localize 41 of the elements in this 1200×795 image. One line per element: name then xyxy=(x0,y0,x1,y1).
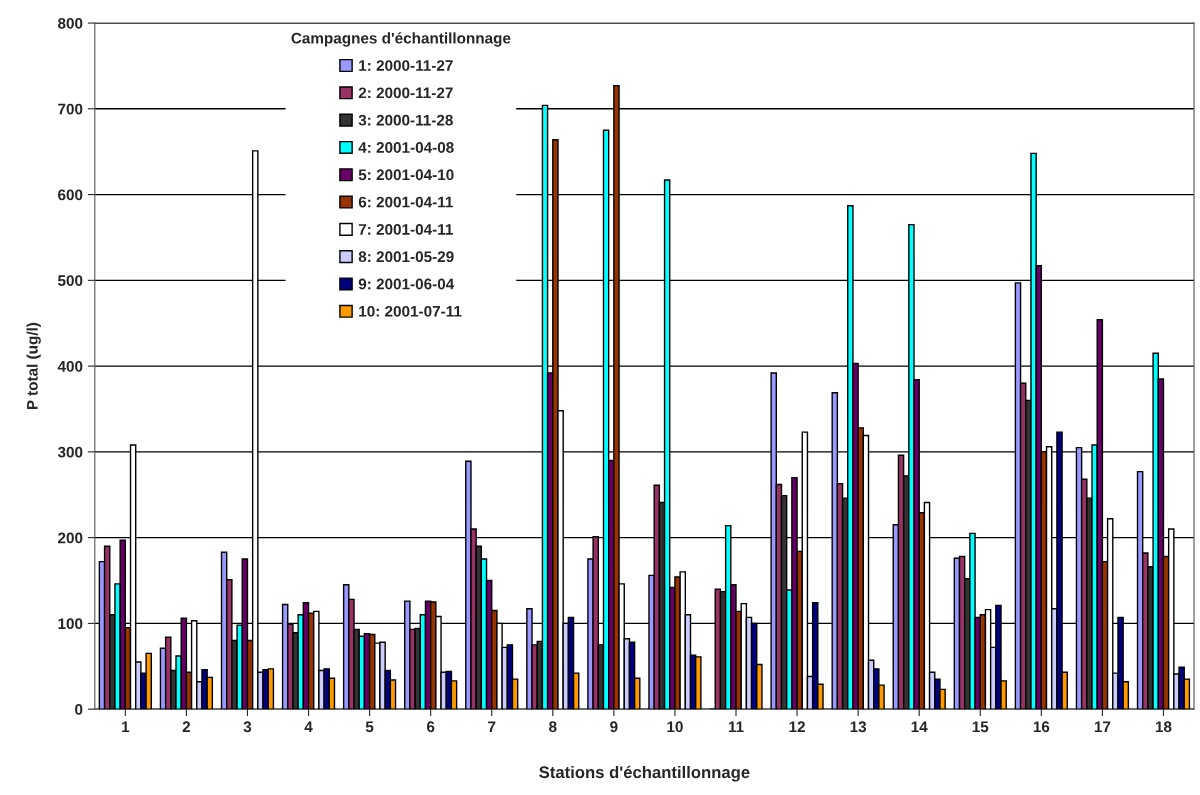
x-tick-label: 4 xyxy=(304,721,313,733)
y-tick-label: 400 xyxy=(57,360,83,372)
y-tick-label: 200 xyxy=(58,532,83,544)
y-tick-label: 700 xyxy=(58,103,83,115)
x-tick-label: 5 xyxy=(365,721,374,733)
y-tick-label: 800 xyxy=(57,17,83,29)
x-tick-label: 14 xyxy=(911,721,928,733)
x-tick-label: 10 xyxy=(667,721,683,733)
legend-label: 5: 2001-04-10 xyxy=(358,169,454,181)
x-tick-label: 6 xyxy=(426,721,435,733)
x-tick-label: 16 xyxy=(1033,721,1050,733)
x-tick-label: 3 xyxy=(243,721,252,733)
legend-label: 7: 2001-04-11 xyxy=(358,223,453,235)
x-tick-label: 17 xyxy=(1094,721,1111,733)
x-tick-label: 12 xyxy=(789,721,805,733)
x-axis-title: Stations d'échantillonnage xyxy=(539,765,750,782)
x-tick-label: 11 xyxy=(728,721,744,733)
x-tick-label: 13 xyxy=(850,721,867,733)
legend-label: 6: 2001-04-11 xyxy=(358,196,453,208)
legend-label: 2: 2000-11-27 xyxy=(358,87,453,99)
legend-title: Campagnes d'échantillonnage xyxy=(291,32,511,47)
x-tick-label: 15 xyxy=(972,721,989,733)
legend-label: 10: 2001-07-11 xyxy=(359,305,462,317)
y-tick-label: 600 xyxy=(58,189,83,201)
x-tick-label: 1 xyxy=(122,721,130,733)
x-tick-label: 2 xyxy=(182,721,191,733)
legend-label: 8: 2001-05-29 xyxy=(358,251,454,263)
x-tick-label: 8 xyxy=(549,721,557,733)
y-tick-label: 500 xyxy=(57,275,83,287)
legend-label: 1: 2000-11-27 xyxy=(359,60,453,71)
y-tick-label: 0 xyxy=(75,704,83,715)
bar xyxy=(164,636,172,710)
x-tick-label: 9 xyxy=(610,721,618,733)
y-axis-title: P total (ug/l) xyxy=(26,322,41,410)
y-tick-label: 300 xyxy=(57,446,83,458)
x-tick-label: 7 xyxy=(488,721,496,733)
x-tick-label: 18 xyxy=(1155,721,1172,733)
legend-label: 3: 2000-11-28 xyxy=(358,114,453,126)
y-tick-label: 100 xyxy=(58,618,83,630)
legend-label: 9: 2001-06-04 xyxy=(358,278,455,290)
legend-label: 4: 2001-04-08 xyxy=(358,142,454,153)
